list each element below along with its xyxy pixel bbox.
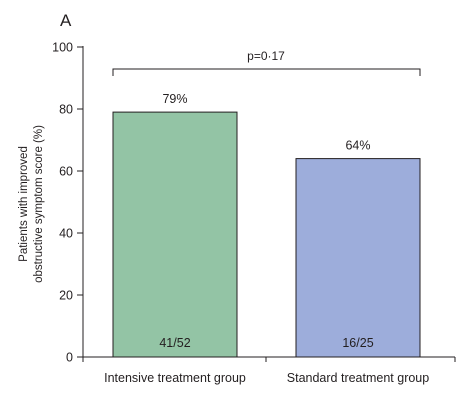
- category-label: Standard treatment group: [287, 371, 429, 385]
- significance-bracket: p=0·17: [112, 49, 421, 76]
- y-tick-label: 40: [59, 227, 73, 241]
- bar-count-label: 41/52: [159, 336, 190, 350]
- bars: [112, 111, 421, 358]
- y-ticks: 0 20 40 60 80 100: [52, 41, 83, 365]
- x-axis: [82, 356, 456, 362]
- y-axis-title-line-2: obstructive symptom score (%): [33, 125, 45, 283]
- y-axis-title-line-1: Patients with improved: [18, 146, 30, 262]
- category-label: Intensive treatment group: [104, 371, 246, 385]
- y-tick-label: 20: [59, 289, 73, 303]
- y-tick-label: 100: [52, 41, 73, 55]
- y-tick-label: 80: [59, 103, 73, 117]
- bar: [112, 111, 238, 358]
- panel-label: A: [60, 11, 72, 30]
- bar: [295, 158, 421, 358]
- bar-count-label: 16/25: [342, 336, 373, 350]
- p-value-label: p=0·17: [247, 49, 285, 63]
- bar-labels: 79% 41/52 64% 16/25: [159, 92, 373, 350]
- bar-value-label: 79%: [162, 92, 187, 106]
- category-labels: Intensive treatment group Standard treatm…: [104, 371, 429, 385]
- bar-value-label: 64%: [345, 139, 370, 153]
- bracket-line: [112, 68, 421, 76]
- y-axis-title: Patients with improved obstructive sympt…: [18, 125, 45, 283]
- y-tick-label: 60: [59, 165, 73, 179]
- y-tick-label: 0: [66, 351, 73, 365]
